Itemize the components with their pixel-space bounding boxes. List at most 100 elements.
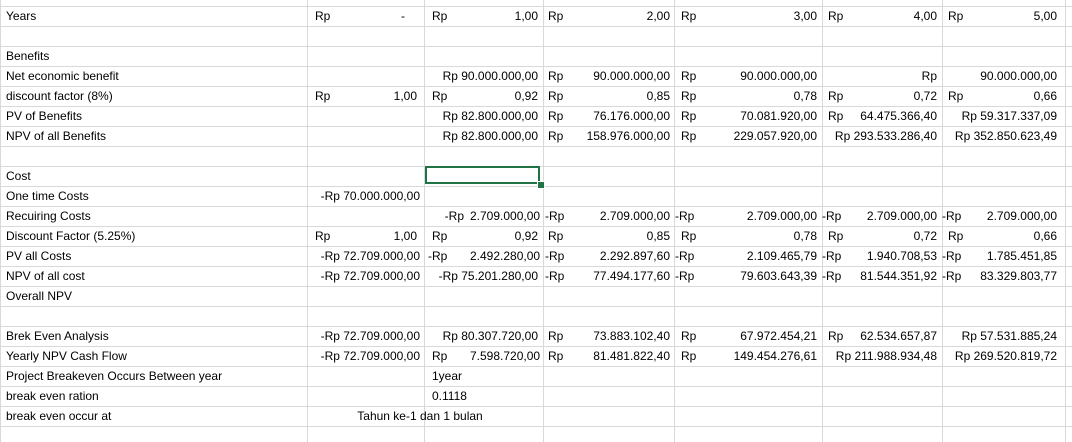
value-cell[interactable]: Rp: [828, 109, 844, 123]
row-label-cell[interactable]: discount factor (8%): [6, 89, 113, 103]
value-cell[interactable]: Rp 80.307.720,00: [442, 329, 538, 343]
value-cell[interactable]: 1,00: [514, 9, 538, 23]
value-cell[interactable]: Rp: [432, 229, 448, 243]
row-label-cell[interactable]: Project Breakeven Occurs Between year: [6, 369, 223, 383]
value-cell[interactable]: Rp: [548, 349, 564, 363]
value-cell[interactable]: 0,72: [913, 89, 937, 103]
value-cell[interactable]: Rp: [681, 9, 697, 23]
row-label-cell[interactable]: break even occur at: [6, 409, 112, 423]
value-cell[interactable]: 0,85: [646, 89, 670, 103]
value-cell[interactable]: -Rp 72.709.000,00: [320, 269, 420, 283]
value-cell[interactable]: Rp: [681, 329, 697, 343]
value-cell[interactable]: -Rp: [822, 249, 842, 263]
value-cell[interactable]: Tahun ke-1 dan 1 bulan: [357, 409, 483, 423]
value-cell[interactable]: 83.329.803,77: [980, 269, 1057, 283]
value-cell[interactable]: 2.292.897,60: [599, 249, 670, 263]
value-cell[interactable]: Rp: [315, 229, 331, 243]
row-label-cell[interactable]: Years: [6, 9, 37, 23]
value-cell[interactable]: 4,00: [913, 9, 937, 23]
value-cell[interactable]: 229.057.920,00: [733, 129, 817, 143]
row-label-cell[interactable]: Benefits: [6, 49, 50, 63]
row-label-cell[interactable]: break even ration: [6, 389, 99, 403]
value-cell[interactable]: Rp 90.000.000,00: [442, 69, 538, 83]
row-label-cell[interactable]: Discount Factor (5.25%): [6, 229, 136, 243]
value-cell[interactable]: -Rp: [428, 249, 448, 263]
row-label-cell[interactable]: Cost: [6, 169, 31, 183]
value-cell[interactable]: Rp 59.317.337,09: [961, 109, 1057, 123]
value-cell[interactable]: Rp: [548, 109, 564, 123]
value-cell[interactable]: 7.598.720,00: [470, 349, 541, 363]
value-cell[interactable]: -Rp: [675, 209, 695, 223]
value-cell[interactable]: -Rp: [822, 209, 842, 223]
value-cell[interactable]: 2.709.000,00: [746, 209, 817, 223]
value-cell[interactable]: Rp: [548, 89, 564, 103]
row-label-cell[interactable]: NPV of all Benefits: [6, 129, 107, 143]
value-cell[interactable]: -Rp 70.000.000,00: [320, 189, 420, 203]
value-cell[interactable]: Rp 57.531.885,24: [961, 329, 1057, 343]
value-cell[interactable]: Rp: [681, 129, 697, 143]
row-label-cell[interactable]: PV of Benefits: [6, 109, 83, 123]
value-cell[interactable]: -Rp 75.201.280,00: [438, 269, 538, 283]
value-cell[interactable]: 149.454.276,61: [733, 349, 817, 363]
value-cell[interactable]: Rp: [315, 89, 331, 103]
value-cell[interactable]: -Rp: [942, 209, 962, 223]
value-cell[interactable]: -Rp 72.709.000,00: [320, 349, 420, 363]
value-cell[interactable]: Rp: [921, 69, 937, 83]
value-cell[interactable]: 0,85: [646, 229, 670, 243]
value-cell[interactable]: 0.1118: [432, 389, 467, 403]
value-cell[interactable]: Rp: [315, 9, 331, 23]
value-cell[interactable]: Rp: [548, 69, 564, 83]
value-cell[interactable]: 2.709.000,00: [986, 209, 1057, 223]
value-cell[interactable]: Rp: [681, 109, 697, 123]
value-cell[interactable]: 3,00: [793, 9, 817, 23]
row-label-cell[interactable]: Recuiring Costs: [6, 209, 91, 223]
value-cell[interactable]: 1year: [432, 369, 463, 383]
value-cell[interactable]: 2.709.000,00: [866, 209, 937, 223]
value-cell[interactable]: 1.785.451,85: [986, 249, 1057, 263]
value-cell[interactable]: 1,00: [393, 229, 417, 243]
value-cell[interactable]: 1,00: [393, 89, 417, 103]
value-cell[interactable]: -Rp 72.709.000,00: [320, 329, 420, 343]
value-cell[interactable]: 90.000.000,00: [740, 69, 817, 83]
value-cell[interactable]: 81.481.822,40: [593, 349, 670, 363]
value-cell[interactable]: Rp: [548, 129, 564, 143]
value-cell[interactable]: -Rp: [675, 269, 695, 283]
value-cell[interactable]: -Rp 72.709.000,00: [320, 249, 420, 263]
row-label-cell[interactable]: One time Costs: [6, 189, 89, 203]
row-label-cell[interactable]: PV all Costs: [6, 249, 72, 263]
value-cell[interactable]: 79.603.643,39: [740, 269, 817, 283]
value-cell[interactable]: 0,66: [1033, 229, 1057, 243]
value-cell[interactable]: 1.940.708,53: [866, 249, 937, 263]
value-cell[interactable]: Rp: [948, 9, 964, 23]
value-cell[interactable]: Rp: [828, 9, 844, 23]
value-cell[interactable]: Rp: [681, 229, 697, 243]
value-cell[interactable]: -Rp: [545, 269, 565, 283]
value-cell[interactable]: 0,78: [793, 89, 817, 103]
value-cell[interactable]: Rp: [548, 329, 564, 343]
value-cell[interactable]: 64.475.366,40: [860, 109, 937, 123]
value-cell[interactable]: -Rp: [675, 249, 695, 263]
value-cell[interactable]: Rp: [548, 229, 564, 243]
value-cell[interactable]: Rp: [681, 69, 697, 83]
value-cell[interactable]: 73.883.102,40: [593, 329, 670, 343]
value-cell[interactable]: 158.976.000,00: [586, 129, 670, 143]
value-cell[interactable]: Rp: [681, 349, 697, 363]
value-cell[interactable]: Rp: [432, 349, 448, 363]
row-label-cell[interactable]: Brek Even Analysis: [6, 329, 109, 343]
value-cell[interactable]: 90.000.000,00: [980, 69, 1057, 83]
value-cell[interactable]: 90.000.000,00: [593, 69, 670, 83]
value-cell[interactable]: -: [401, 9, 405, 23]
value-cell[interactable]: 81.544.351,92: [860, 269, 937, 283]
value-cell[interactable]: Rp: [828, 89, 844, 103]
row-label-cell[interactable]: Overall NPV: [6, 289, 73, 303]
value-cell[interactable]: Rp 82.800.000,00: [442, 109, 538, 123]
value-cell[interactable]: 77.494.177,60: [593, 269, 670, 283]
value-cell[interactable]: 2,00: [646, 9, 670, 23]
value-cell[interactable]: 0,92: [514, 89, 538, 103]
value-cell[interactable]: Rp 269.520.819,72: [954, 349, 1057, 363]
value-cell[interactable]: Rp: [948, 229, 964, 243]
value-cell[interactable]: Rp 82.800.000,00: [442, 129, 538, 143]
fill-handle[interactable]: [537, 181, 545, 189]
value-cell[interactable]: 67.972.454,21: [740, 329, 817, 343]
value-cell[interactable]: -Rp: [545, 209, 565, 223]
